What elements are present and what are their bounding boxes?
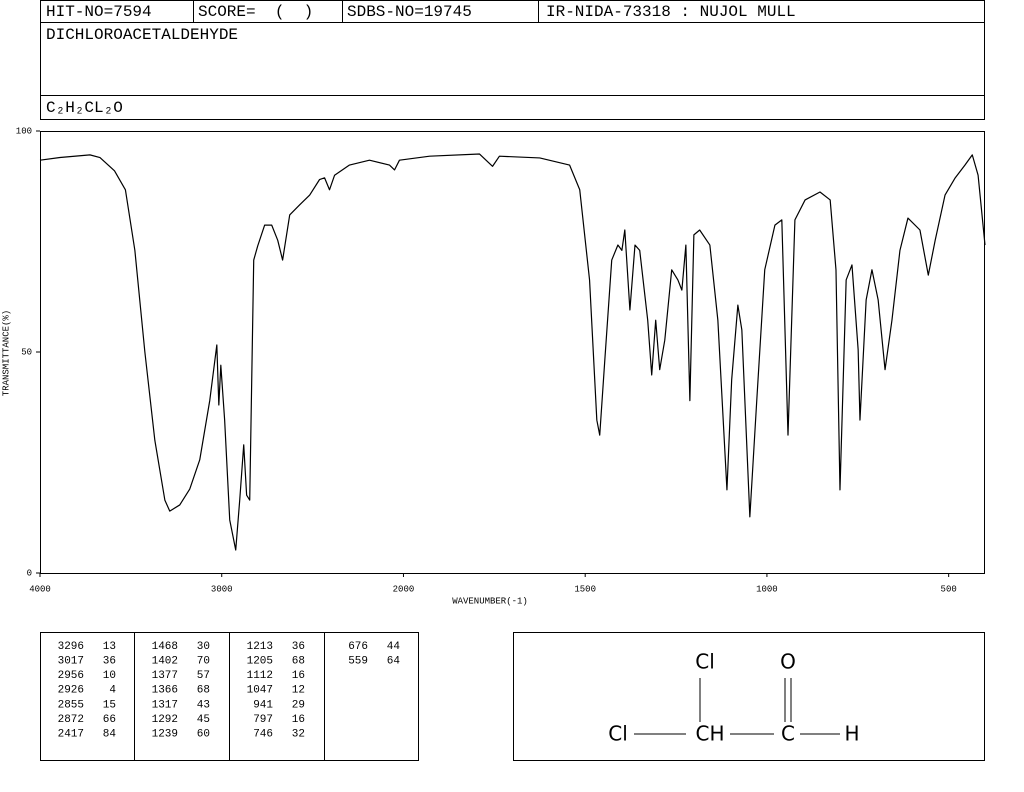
score: SCORE= ( ) bbox=[198, 3, 313, 21]
peak-transmittance: 44 bbox=[387, 641, 401, 653]
hit-number: HIT-NO=7594 bbox=[46, 3, 152, 21]
atom: H bbox=[844, 722, 859, 746]
peak-transmittance: 64 bbox=[387, 656, 401, 668]
atom: Cl bbox=[608, 722, 628, 746]
peak-wavenumber: 1317 bbox=[152, 699, 178, 711]
peak-transmittance: 30 bbox=[197, 641, 210, 653]
ir-code: IR-NIDA-73318 : NUJOL MULL bbox=[546, 3, 796, 21]
peak-transmittance: 29 bbox=[292, 699, 305, 711]
x-tick-label: 4000 bbox=[29, 584, 51, 594]
peak-wavenumber: 746 bbox=[253, 729, 273, 741]
peak-wavenumber: 1205 bbox=[247, 656, 273, 668]
peak-wavenumber: 1468 bbox=[152, 641, 178, 653]
sdbs-number: SDBS-NO=19745 bbox=[347, 3, 472, 21]
x-tick-label: 500 bbox=[941, 584, 957, 594]
atom: C bbox=[781, 722, 795, 746]
peak-wavenumber: 1292 bbox=[152, 714, 178, 726]
peak-transmittance: 68 bbox=[292, 656, 305, 668]
peak-wavenumber: 1366 bbox=[152, 685, 178, 697]
peak-transmittance: 4 bbox=[109, 685, 116, 697]
atom: O bbox=[780, 650, 796, 674]
atom: CH bbox=[695, 722, 724, 746]
y-tick-label: 50 bbox=[21, 347, 32, 357]
spectrum-line bbox=[39, 153, 986, 551]
peak-transmittance: 70 bbox=[197, 656, 210, 668]
x-axis-label: WAVENUMBER(-1) bbox=[452, 596, 528, 606]
peak-wavenumber: 1112 bbox=[247, 670, 273, 682]
header-frame bbox=[40, 0, 985, 120]
peak-transmittance: 66 bbox=[103, 714, 116, 726]
peak-wavenumber: 2417 bbox=[58, 729, 84, 741]
formula: C₂H₂CL₂O bbox=[46, 99, 123, 117]
peak-wavenumber: 676 bbox=[348, 641, 368, 653]
compound-name: DICHLOROACETALDEHYDE bbox=[46, 26, 238, 44]
peak-transmittance: 32 bbox=[292, 729, 305, 741]
x-tick-label: 2000 bbox=[393, 584, 415, 594]
peak-wavenumber: 1377 bbox=[152, 670, 178, 682]
structure-frame bbox=[513, 632, 985, 761]
peak-transmittance: 36 bbox=[292, 641, 305, 653]
peak-transmittance: 60 bbox=[197, 729, 210, 741]
peak-transmittance: 12 bbox=[292, 685, 305, 697]
peak-wavenumber: 797 bbox=[253, 714, 273, 726]
peak-transmittance: 13 bbox=[103, 641, 116, 653]
peak-transmittance: 57 bbox=[197, 670, 210, 682]
peak-wavenumber: 2926 bbox=[58, 685, 84, 697]
peak-transmittance: 84 bbox=[103, 729, 117, 741]
peak-wavenumber: 559 bbox=[348, 656, 368, 668]
peak-transmittance: 43 bbox=[197, 699, 210, 711]
peak-wavenumber: 2956 bbox=[58, 670, 84, 682]
plot-area: 0 50 100 4000 3000 2000 1500 1000 500 bbox=[16, 126, 986, 594]
peak-transmittance: 16 bbox=[292, 714, 305, 726]
atom: Cl bbox=[695, 650, 715, 674]
peak-transmittance: 10 bbox=[103, 670, 116, 682]
peak-transmittance: 36 bbox=[103, 656, 116, 668]
peak-wavenumber: 1239 bbox=[152, 729, 178, 741]
peak-wavenumber: 2855 bbox=[58, 699, 84, 711]
peak-transmittance: 15 bbox=[103, 699, 116, 711]
y-axis-label: TRANSMITTANCE(%) bbox=[1, 310, 11, 396]
peak-wavenumber: 1402 bbox=[152, 656, 178, 668]
plot-frame bbox=[40, 131, 985, 574]
peak-transmittance: 45 bbox=[197, 714, 210, 726]
x-tick-label: 3000 bbox=[211, 584, 233, 594]
peak-wavenumber: 2872 bbox=[58, 714, 84, 726]
peak-wavenumber: 1213 bbox=[247, 641, 273, 653]
x-tick-label: 1500 bbox=[574, 584, 596, 594]
x-tick-label: 1000 bbox=[756, 584, 778, 594]
peak-wavenumber: 3017 bbox=[58, 656, 84, 668]
y-tick-label: 100 bbox=[16, 126, 32, 136]
peak-transmittance: 68 bbox=[197, 685, 210, 697]
y-tick-label: 0 bbox=[27, 568, 32, 578]
peak-wavenumber: 941 bbox=[253, 699, 273, 711]
peak-wavenumber: 3296 bbox=[58, 641, 84, 653]
peak-transmittance: 16 bbox=[292, 670, 305, 682]
peak-table: 3296 13 3017 36 2956 10 2926 4 2855 15 2872 66 2417 8… bbox=[58, 641, 401, 741]
peak-wavenumber: 1047 bbox=[247, 685, 273, 697]
